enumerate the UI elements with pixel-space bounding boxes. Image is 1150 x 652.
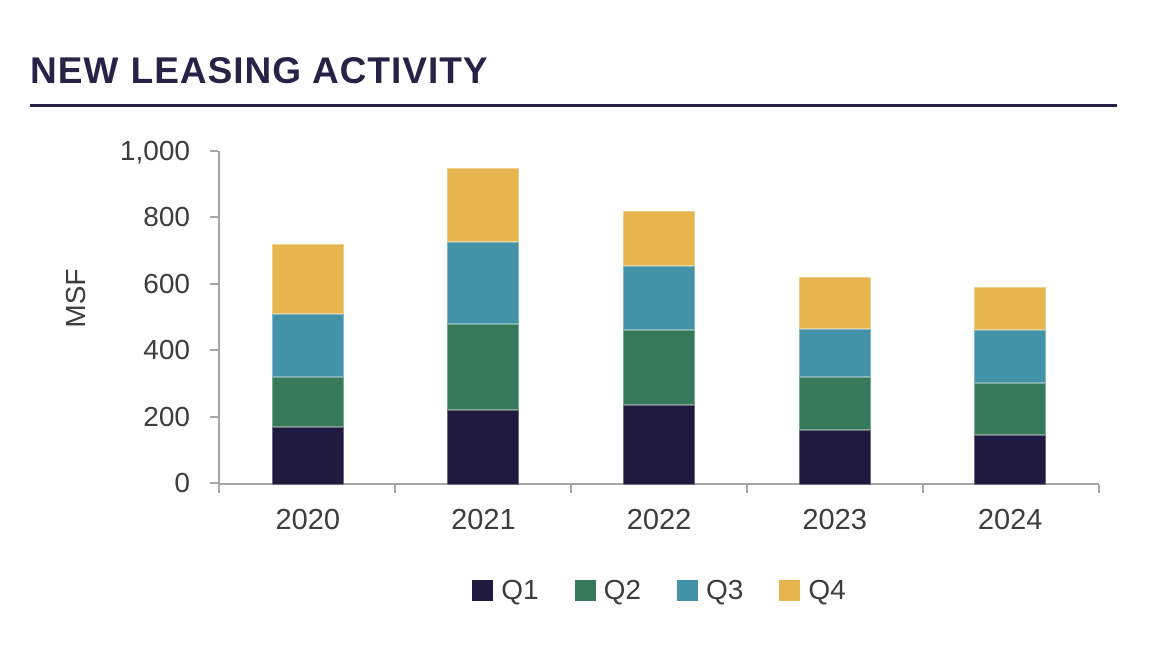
bar-2020-q2 — [271, 376, 344, 427]
y-tick-label: 0 — [174, 467, 190, 498]
legend-label: Q4 — [808, 574, 846, 605]
y-tick-label: 600 — [143, 267, 190, 299]
bar-2023-q3 — [798, 328, 871, 377]
bar-2021-q4 — [447, 167, 520, 243]
x-tick-mark — [218, 485, 220, 493]
bar-2021-q1 — [447, 409, 520, 485]
legend-swatch-q1 — [472, 579, 494, 601]
bar-2021-q2 — [447, 323, 520, 410]
bar-2023-q4 — [798, 277, 871, 329]
x-tick-mark — [746, 485, 748, 493]
bar-2022-q1 — [623, 404, 695, 485]
x-category-label: 2022 — [626, 504, 692, 536]
y-tick-label: 200 — [143, 400, 190, 432]
x-category-label: 2020 — [275, 504, 341, 536]
x-category-label: 2021 — [451, 504, 516, 536]
bar-2023-q1 — [798, 429, 871, 485]
legend-item-q1: Q1 — [472, 574, 539, 605]
x-tick-mark — [394, 485, 396, 493]
y-tick-mark — [210, 282, 218, 285]
x-tick-mark — [922, 485, 924, 493]
bar-2022-q3 — [623, 265, 695, 331]
y-tick-mark — [210, 150, 218, 152]
y-axis-line — [218, 151, 220, 485]
bar-2020-q3 — [271, 313, 344, 377]
bar-2024-q1 — [974, 434, 1047, 485]
bar-2022-q4 — [623, 210, 695, 266]
legend-swatch-q3 — [677, 579, 698, 601]
bar-2020-q4 — [271, 243, 344, 314]
chart-title: NEW LEASING ACTIVITY — [30, 50, 489, 91]
legend-item-q2: Q2 — [574, 574, 641, 605]
bar-2024-q4 — [974, 287, 1047, 331]
legend-item-q3: Q3 — [677, 576, 743, 604]
x-category-label: 2023 — [802, 504, 867, 536]
legend-swatch-q2 — [574, 579, 596, 601]
x-tick-mark — [1098, 485, 1100, 493]
x-tick-mark — [570, 485, 572, 493]
legend-label: Q2 — [603, 574, 641, 605]
title-rule — [30, 104, 1117, 107]
x-category-label: 2024 — [977, 504, 1043, 536]
bar-2022-q2 — [623, 330, 695, 405]
y-tick-mark — [210, 216, 218, 219]
legend-item-q4: Q4 — [779, 574, 846, 605]
bar-2023-q2 — [798, 376, 871, 430]
bar-2024-q3 — [974, 330, 1047, 384]
legend-swatch-q4 — [779, 579, 801, 601]
y-tick-mark — [210, 482, 218, 484]
legend-label: Q1 — [501, 574, 539, 605]
legend-label: Q3 — [706, 574, 744, 605]
chart-legend: Q1 Q2 Q3 Q4 — [220, 576, 1098, 604]
y-tick-label: 800 — [143, 201, 190, 233]
bar-2020-q1 — [271, 426, 344, 485]
y-tick-mark — [210, 349, 218, 352]
y-tick-label: 1,000 — [119, 135, 190, 166]
bar-2021-q3 — [447, 242, 520, 324]
y-tick-mark — [210, 415, 218, 418]
y-tick-label: 400 — [143, 334, 190, 366]
bar-2024-q2 — [974, 383, 1047, 435]
